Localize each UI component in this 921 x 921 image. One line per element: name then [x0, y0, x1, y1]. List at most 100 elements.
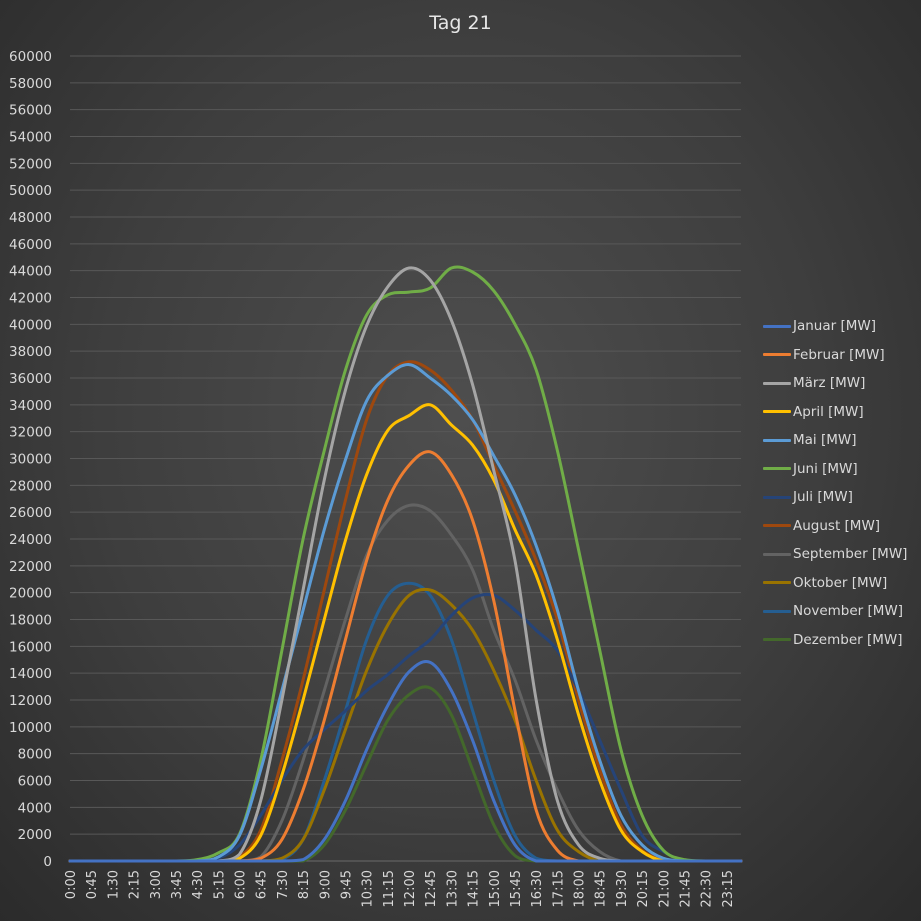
- legend-item: September [MW]: [763, 540, 907, 569]
- x-tick-label: 20:15: [636, 870, 651, 907]
- y-tick-label: 36000: [9, 371, 52, 387]
- legend-label: Mai [MW]: [793, 432, 857, 449]
- legend-swatch: [763, 609, 791, 613]
- x-tick-label: 4:30: [191, 870, 206, 899]
- legend-label: September [MW]: [793, 546, 908, 563]
- x-tick-label: 22:30: [700, 870, 715, 907]
- y-tick-label: 30000: [9, 452, 52, 468]
- y-tick-label: 46000: [9, 237, 52, 253]
- legend-label: Juli [MW]: [793, 489, 853, 506]
- legend-item: November [MW]: [763, 597, 907, 626]
- legend-item: März [MW]: [763, 369, 907, 398]
- chart-title: Tag 21: [429, 12, 492, 34]
- y-tick-label: 14000: [9, 666, 52, 682]
- series-line-märz: [68, 266, 743, 863]
- x-tick-label: 17:15: [551, 870, 566, 907]
- legend-item: Mai [MW]: [763, 426, 907, 455]
- x-tick-label: 2:15: [128, 870, 143, 899]
- y-tick-label: 18000: [9, 613, 52, 629]
- legend-item: Dezember [MW]: [763, 626, 907, 655]
- y-tick-label: 0: [43, 854, 52, 870]
- x-tick-label: 6:00: [234, 870, 249, 899]
- x-tick-label: 10:30: [361, 870, 376, 907]
- legend-item: Oktober [MW]: [763, 569, 907, 598]
- x-tick-label: 14:15: [467, 870, 482, 907]
- legend-swatch: [763, 524, 791, 528]
- x-tick-label: 9:45: [339, 870, 354, 899]
- y-tick-label: 50000: [9, 183, 52, 199]
- legend-label: März [MW]: [793, 375, 866, 392]
- x-tick-label: 3:00: [149, 870, 164, 899]
- legend-swatch: [763, 552, 791, 556]
- x-tick-label: 18:00: [573, 870, 588, 907]
- legend-label: August [MW]: [793, 517, 881, 534]
- y-tick-label: 58000: [9, 76, 52, 92]
- legend-swatch: [763, 467, 791, 471]
- legend-item: Februar [MW]: [763, 341, 907, 370]
- y-tick-label: 8000: [18, 747, 52, 763]
- series-line-mai: [68, 363, 743, 863]
- legend-swatch: [763, 438, 791, 442]
- series-line-juli: [68, 592, 743, 863]
- x-tick-label: 8:15: [297, 870, 312, 899]
- x-tick-label: 16:30: [530, 870, 545, 907]
- y-tick-label: 24000: [9, 532, 52, 548]
- legend-item: Januar [MW]: [763, 312, 907, 341]
- legend-swatch: [763, 324, 791, 328]
- y-tick-label: 40000: [9, 317, 52, 333]
- series-line-februar: [68, 450, 743, 863]
- y-tick-label: 16000: [9, 639, 52, 655]
- y-tick-label: 28000: [9, 478, 52, 494]
- x-tick-label: 15:45: [509, 870, 524, 907]
- y-tick-label: 34000: [9, 398, 52, 414]
- legend-item: August [MW]: [763, 512, 907, 541]
- y-tick-label: 54000: [9, 130, 52, 146]
- x-tick-label: 23:15: [721, 870, 736, 907]
- x-tick-label: 15:00: [488, 870, 503, 907]
- legend-swatch: [763, 353, 791, 357]
- y-tick-label: 32000: [9, 425, 52, 441]
- legend-item: Juli [MW]: [763, 483, 907, 512]
- x-tick-label: 7:30: [276, 870, 291, 899]
- legend-swatch: [763, 581, 791, 585]
- legend-label: Januar [MW]: [793, 318, 877, 335]
- y-tick-label: 56000: [9, 103, 52, 119]
- x-tick-label: 18:45: [594, 870, 609, 907]
- x-tick-label: 11:15: [382, 870, 397, 907]
- y-tick-label: 52000: [9, 156, 52, 172]
- legend-label: Dezember [MW]: [793, 631, 903, 648]
- x-tick-label: 12:45: [424, 870, 439, 907]
- y-tick-label: 60000: [9, 49, 52, 65]
- y-tick-label: 2000: [18, 827, 52, 843]
- y-tick-label: 48000: [9, 210, 52, 226]
- legend-swatch: [763, 638, 791, 642]
- x-tick-label: 0:45: [85, 870, 100, 899]
- legend-swatch: [763, 410, 791, 414]
- x-tick-label: 21:00: [657, 870, 672, 907]
- series-line-januar: [68, 660, 743, 863]
- series-line-juni: [68, 265, 743, 863]
- x-tick-label: 1:30: [106, 870, 121, 899]
- x-tick-label: 5:15: [212, 870, 227, 899]
- y-tick-label: 6000: [18, 774, 52, 790]
- y-tick-label: 26000: [9, 505, 52, 521]
- x-tick-label: 9:00: [318, 870, 333, 899]
- y-tick-label: 20000: [9, 586, 52, 602]
- y-tick-label: 42000: [9, 291, 52, 307]
- y-tick-label: 12000: [9, 693, 52, 709]
- y-tick-label: 44000: [9, 264, 52, 280]
- series-line-november: [68, 581, 743, 863]
- legend-label: Oktober [MW]: [793, 574, 888, 591]
- series-line-august: [68, 360, 743, 863]
- legend-swatch: [763, 381, 791, 385]
- y-tick-label: 10000: [9, 720, 52, 736]
- series-line-april: [68, 403, 743, 863]
- legend-swatch: [763, 495, 791, 499]
- legend-label: November [MW]: [793, 603, 904, 620]
- legend-label: Juni [MW]: [793, 460, 858, 477]
- legend-label: April [MW]: [793, 403, 864, 420]
- legend-label: Februar [MW]: [793, 346, 885, 363]
- legend-item: April [MW]: [763, 398, 907, 427]
- y-tick-label: 38000: [9, 344, 52, 360]
